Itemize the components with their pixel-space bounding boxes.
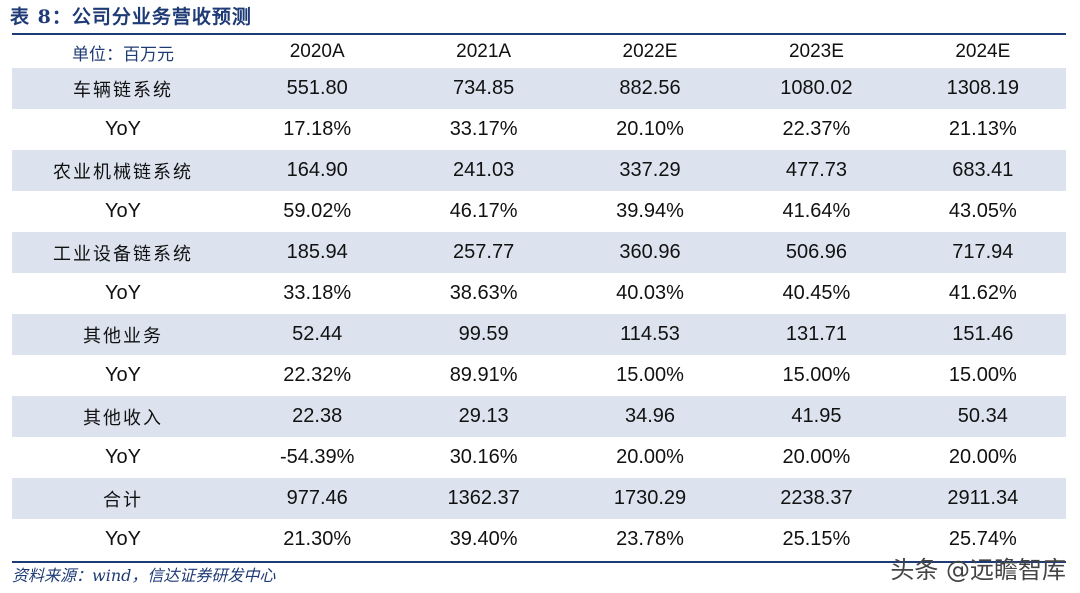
year-header: 2024E [955, 41, 1011, 62]
table-cell: 734.85 [453, 77, 515, 99]
table-cell: 40.03% [616, 282, 684, 304]
table-cell: 114.53 [620, 323, 680, 345]
year-header: 2023E [788, 41, 844, 62]
table-cell: 38.63% [449, 282, 518, 304]
source-note: 资料来源：wind，信达证券研发中心 [12, 566, 276, 585]
table-cell: 15.00% [616, 364, 684, 386]
table-cell: 89.91% [449, 364, 518, 386]
row-label: YoY [105, 200, 141, 222]
table-cell: 241.03 [453, 159, 515, 181]
table-cell: 20.00% [948, 446, 1017, 468]
table-row: 其他收入 22.38 29.13 34.96 41.95 50.34 [12, 396, 1066, 437]
table-title: 表 8：公司分业务营收预测 [10, 6, 252, 28]
table-cell: 50.34 [957, 405, 1008, 427]
table-cell: 21.30% [283, 528, 352, 550]
table-cell: 506.96 [785, 241, 847, 263]
table-cell: 22.38 [292, 405, 343, 427]
table-cell: 477.73 [785, 159, 847, 181]
row-label: 其他收入 [83, 407, 163, 429]
unit-label: 单位：百万元 [72, 44, 174, 65]
table-cell: 185.94 [286, 241, 348, 263]
table-cell: 41.95 [791, 405, 842, 427]
year-header: 2021A [456, 41, 512, 62]
row-label: 车辆链系统 [73, 79, 173, 101]
table-cell: 23.78% [616, 528, 684, 550]
table-cell: 1362.37 [447, 487, 520, 509]
table-cell: 360.96 [619, 241, 681, 263]
table-cell: 34.96 [624, 405, 676, 427]
table-cell: 46.17% [449, 200, 518, 222]
table-cell: 1080.02 [780, 77, 853, 99]
year-header: 2022E [622, 41, 678, 62]
table-cell: 20.10% [616, 118, 684, 140]
table-cell: 20.00% [782, 446, 851, 468]
row-label: YoY [105, 282, 141, 304]
table-header: 单位：百万元 2020A 2021A 2022E 2023E 2024E [12, 36, 1066, 69]
table-cell: 551.80 [286, 77, 348, 99]
row-label: 合计 [103, 489, 143, 511]
table-cell: 882.56 [619, 77, 681, 99]
table-row: YoY 22.32% 89.91% 15.00% 15.00% 15.00% [12, 355, 1066, 396]
table-cell: 683.41 [952, 159, 1014, 181]
table-cell: 15.00% [948, 364, 1017, 386]
row-label: 其他业务 [83, 325, 163, 347]
table-row: 农业机械链系统 164.90 241.03 337.29 477.73 683.41 [12, 150, 1066, 191]
table-cell: 15.00% [782, 364, 851, 386]
table-cell: 22.32% [283, 364, 352, 386]
watermark: 头条 @远瞻智库 [890, 556, 1066, 584]
table-cell: -54.39% [279, 446, 355, 468]
table-cell: 1308.19 [946, 77, 1019, 99]
table-cell: 41.64% [782, 200, 851, 222]
table-cell: 29.13 [458, 405, 509, 427]
table-row: 其他业务 52.44 99.59 114.53 131.71 151.46 [12, 314, 1066, 355]
table-cell: 2238.37 [780, 487, 853, 509]
table-cell: 337.29 [619, 159, 681, 181]
table-cell: 17.18% [283, 118, 352, 140]
table-cell: 977.46 [286, 487, 348, 509]
table-cell: 22.37% [782, 118, 851, 140]
table-cell: 2911.34 [947, 487, 1019, 509]
table-row: YoY 59.02% 46.17% 39.94% 41.64% 43.05% [12, 191, 1066, 232]
table-cell: 131.71 [785, 323, 847, 345]
row-label: YoY [105, 118, 141, 140]
table-cell: 21.13% [948, 118, 1017, 140]
table-row: 工业设备链系统 185.94 257.77 360.96 506.96 717.94 [12, 232, 1066, 273]
table-cell: 33.17% [449, 118, 518, 140]
row-label: YoY [105, 528, 141, 550]
table-row: YoY -54.39% 30.16% 20.00% 20.00% 20.00% [12, 437, 1066, 478]
table-cell: 164.90 [286, 159, 348, 181]
table-bottom-divider [12, 561, 1066, 563]
table-cell: 33.18% [283, 282, 352, 304]
table-row: YoY 33.18% 38.63% 40.03% 40.45% 41.62% [12, 273, 1066, 314]
table-row: 车辆链系统 551.80 734.85 882.56 1080.02 1308.19 [12, 68, 1066, 109]
table-cell: 52.44 [292, 323, 343, 345]
title-divider [12, 33, 1066, 35]
table-cell: 30.16% [449, 446, 518, 468]
table-row: YoY 21.30% 39.40% 23.78% 25.15% 25.74% [12, 519, 1066, 560]
table-body: 车辆链系统 551.80 734.85 882.56 1080.02 1308.19 YoY… [12, 68, 1066, 560]
table-cell: 151.46 [952, 323, 1014, 345]
table-cell: 20.00% [616, 446, 684, 468]
row-label: YoY [105, 446, 141, 468]
table-cell: 25.15% [782, 528, 851, 550]
year-header: 2020A [289, 41, 345, 62]
table-cell: 717.94 [952, 241, 1014, 263]
table-cell: 99.59 [458, 323, 509, 345]
row-label: 工业设备链系统 [53, 243, 193, 265]
table-cell: 39.40% [449, 528, 518, 550]
table-cell: 41.62% [948, 282, 1017, 304]
table-cell: 59.02% [283, 200, 352, 222]
table-cell: 257.77 [453, 241, 515, 263]
table-cell: 25.74% [948, 528, 1017, 550]
table-cell: 40.45% [782, 282, 851, 304]
table-cell: 1730.29 [613, 487, 687, 509]
table-row: 合计 977.46 1362.37 1730.29 2238.37 2911.34 [12, 478, 1066, 519]
table-cell: 39.94% [616, 200, 684, 222]
row-label: YoY [105, 364, 141, 386]
table-cell: 43.05% [948, 200, 1017, 222]
row-label: 农业机械链系统 [53, 161, 193, 183]
table-row: YoY 17.18% 33.17% 20.10% 22.37% 21.13% [12, 109, 1066, 150]
